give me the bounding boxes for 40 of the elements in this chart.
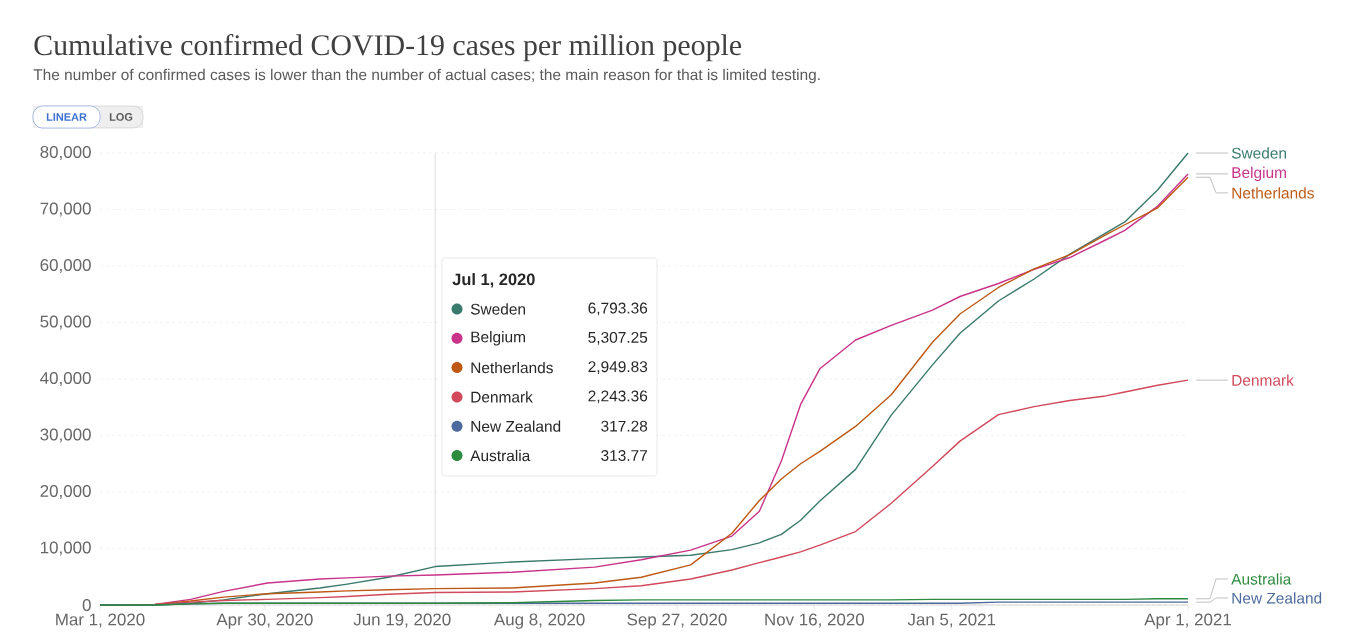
annotation: 2,949.83 — [588, 361, 648, 374]
y-tick-label: 20,000 — [40, 484, 91, 499]
text: Denmark — [1232, 374, 1294, 386]
x-tick-label: Jun 19, 2020 — [353, 613, 451, 628]
x-tick-label: Aug 8, 2020 — [493, 613, 585, 629]
legend-label: Sweden — [470, 303, 525, 315]
text: Netherlands — [1232, 187, 1314, 199]
y-tick-label: 10,000 — [40, 541, 91, 556]
y-tick-label: 50,000 — [40, 315, 91, 330]
x-tick-label: Sep 27, 2020 — [627, 613, 727, 629]
legend-label: Australia — [470, 449, 531, 462]
text: Australia — [1231, 573, 1292, 585]
x-tick-label: Nov 16, 2020 — [765, 613, 865, 628]
chart-title: Cumulative confirmed COVID-19 cases per million people — [34, 33, 742, 62]
x-tick-label: Jan 5, 2021 — [907, 613, 996, 628]
text: Belgium — [1232, 166, 1286, 182]
x-tick-label: Mar 1, 2020 — [56, 613, 145, 628]
text: New Zealand — [1232, 592, 1322, 604]
text: LOG — [109, 113, 133, 121]
y-tick-label: 80,000 — [40, 145, 91, 160]
chart-subtitle: The number of confirmed cases is lower than the number of actual cases; the main reason for that is limited testing. — [33, 68, 820, 84]
legend-label: Denmark — [471, 391, 533, 403]
legend-label: Belgium — [471, 331, 525, 346]
y-tick-label: 0 — [82, 598, 91, 611]
annotation: 5,307.25 — [588, 331, 648, 345]
y-tick-label: 30,000 — [40, 428, 91, 443]
annotation: 6,793.36 — [588, 302, 648, 316]
y-tick-label: 70,000 — [40, 202, 91, 217]
text: LINEAR — [46, 113, 87, 121]
legend-label: Netherlands — [471, 361, 553, 374]
annotation: 2,243.36 — [588, 390, 648, 404]
annotation: Jul 1, 2020 — [452, 273, 535, 288]
x-tick-label: Apr 30, 2020 — [216, 613, 313, 629]
y-tick-label: 60,000 — [40, 258, 91, 273]
annotation: 313.77 — [601, 450, 648, 461]
annotation: 317.28 — [601, 420, 648, 432]
legend-label: New Zealand — [471, 420, 561, 432]
x-tick-label: Apr 1, 2021 — [1144, 613, 1231, 629]
text: Sweden — [1231, 147, 1286, 159]
y-tick-label: 40,000 — [40, 371, 91, 386]
